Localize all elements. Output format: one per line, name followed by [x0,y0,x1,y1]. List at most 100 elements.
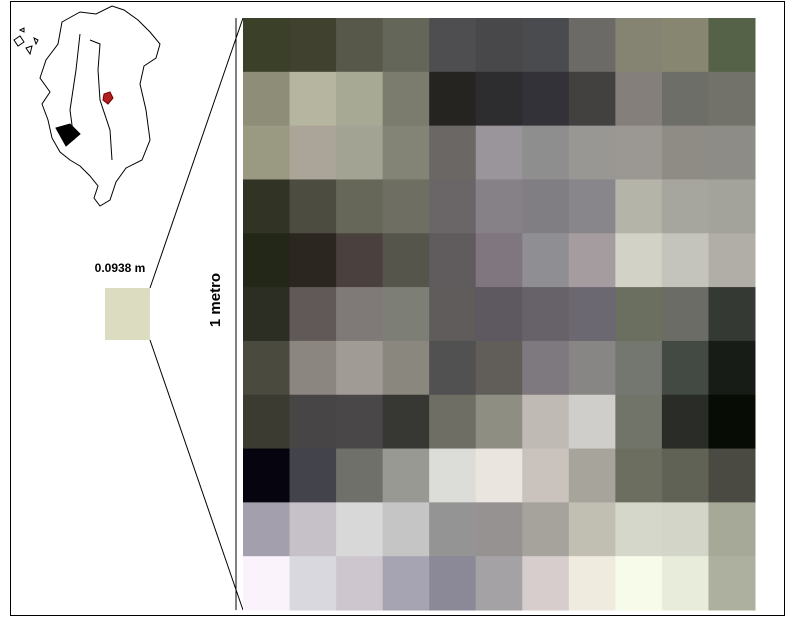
pixel [708,341,755,395]
pixel [615,287,662,341]
pixel [383,126,430,180]
pixel [476,126,523,180]
pixel [522,395,569,449]
pixel [336,287,383,341]
pixel [522,233,569,287]
pixel [336,179,383,233]
pixel [383,287,430,341]
pixel [429,395,476,449]
pixel [429,287,476,341]
pixel [615,72,662,126]
pixel [429,233,476,287]
pixel [429,18,476,72]
pixel [243,233,290,287]
pixel [383,449,430,503]
pixel [336,502,383,556]
pixel [569,233,616,287]
pixel [662,502,709,556]
pixel [708,126,755,180]
pixel [662,179,709,233]
pixel [662,556,709,610]
pixel [336,556,383,610]
pixel [476,449,523,503]
pixel [383,18,430,72]
pixel [522,179,569,233]
pixel [708,449,755,503]
pixel [708,556,755,610]
pixel [336,126,383,180]
pixel [615,556,662,610]
pixel [662,449,709,503]
pixel [336,449,383,503]
pixel-sample [105,288,150,340]
pixel [522,502,569,556]
pixel [569,449,616,503]
pixel [662,395,709,449]
pixel [662,18,709,72]
pixel [336,233,383,287]
pixel [290,556,337,610]
pixel [569,341,616,395]
pixel [569,287,616,341]
pixel [708,18,755,72]
pixel [243,341,290,395]
pixel [476,341,523,395]
pixel [569,502,616,556]
pixel [662,72,709,126]
pixel [429,72,476,126]
pixel [615,18,662,72]
pixel [615,395,662,449]
pixel [662,287,709,341]
pixel [569,18,616,72]
scale-label: 0.0938 m [95,261,146,275]
pixel [615,233,662,287]
pixel [476,395,523,449]
pixel [476,72,523,126]
pixel [429,556,476,610]
pixel [429,449,476,503]
pixel [476,556,523,610]
pixel [476,179,523,233]
pixel [336,341,383,395]
pixel [336,395,383,449]
pixel [522,341,569,395]
pixel [243,395,290,449]
pixel [290,72,337,126]
pixel [569,556,616,610]
pixel [290,341,337,395]
pixel [522,72,569,126]
pixel [615,341,662,395]
pixel [383,395,430,449]
pixel [290,18,337,72]
pixel [708,233,755,287]
pixel [243,72,290,126]
pixel [708,395,755,449]
pixel [522,287,569,341]
pixel [522,556,569,610]
pixel [429,502,476,556]
pixel [290,395,337,449]
pixel [569,179,616,233]
pixel [708,287,755,341]
pixel [429,126,476,180]
pixel [662,233,709,287]
pixel [522,18,569,72]
pixel [290,126,337,180]
pixel [290,233,337,287]
pixel [290,449,337,503]
pixel [476,18,523,72]
pixel [615,126,662,180]
pixel [383,72,430,126]
pixel [708,179,755,233]
pixel [290,502,337,556]
pixel [383,502,430,556]
pixel [243,126,290,180]
pixel [615,179,662,233]
pixel [383,233,430,287]
pixel [429,179,476,233]
pixel [476,502,523,556]
page: {"scale_label": "0.0938 m", "side_label"… [0,0,794,617]
pixel [290,179,337,233]
pixel [243,449,290,503]
pixel [243,18,290,72]
